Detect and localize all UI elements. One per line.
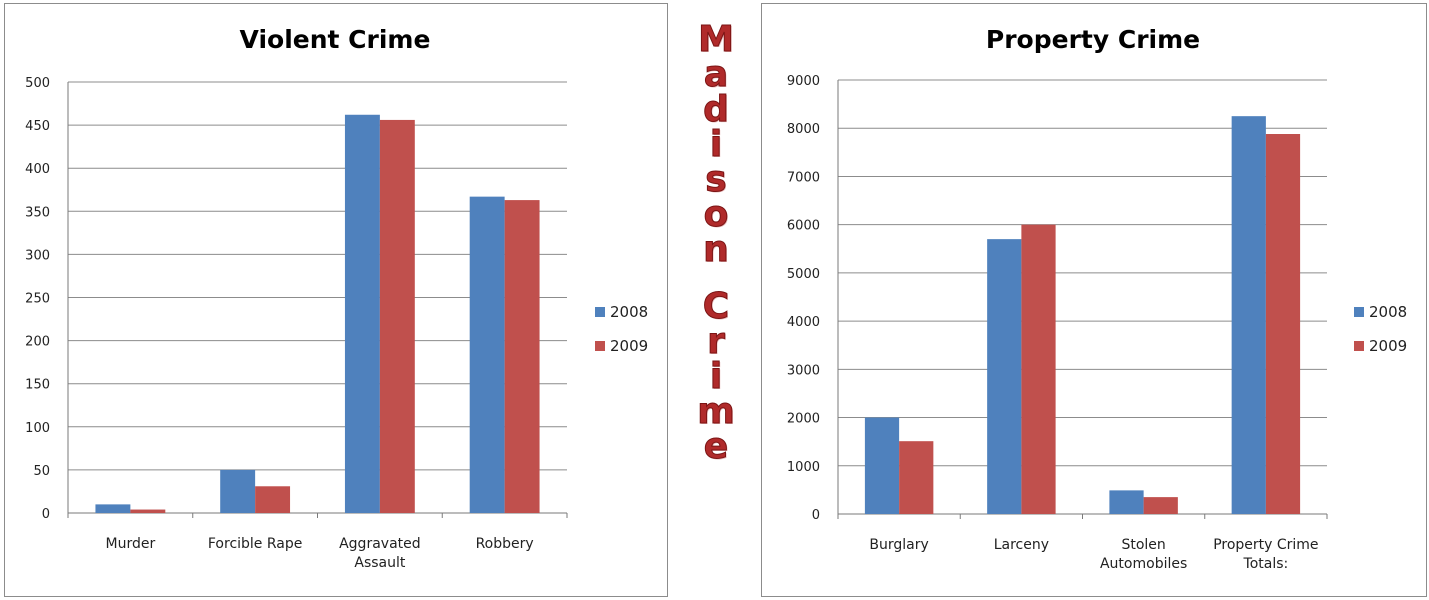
y-tick-label: 2000 [787, 412, 820, 427]
y-tick-label: 450 [25, 119, 50, 134]
y-tick-label: 200 [25, 335, 50, 350]
bar-2008 [469, 196, 505, 513]
legend-swatch-2008 [595, 307, 605, 317]
y-tick-label: 400 [25, 162, 50, 177]
x-category-label: Totals: [1243, 556, 1289, 572]
legend-label-2009: 2009 [1369, 337, 1407, 355]
bar-2009 [1265, 134, 1301, 514]
legend-label-2008: 2008 [1369, 303, 1407, 321]
title-letter: e [703, 426, 729, 467]
x-category-label: Stolen [1121, 537, 1165, 553]
property-crime-chart-panel: Property Crime 0 1000 2000 3000 4000 5000 6000 7… [761, 3, 1427, 597]
y-tick-label: 300 [25, 248, 50, 263]
title-letter: d [703, 89, 730, 130]
bar-2009 [255, 486, 291, 513]
bar-2008 [95, 504, 131, 513]
title-letter: s [705, 159, 727, 200]
title-letter: C [702, 286, 730, 327]
bar-2009 [1143, 497, 1178, 514]
title-letter: i [709, 356, 723, 397]
x-category-label: Assault [354, 555, 406, 571]
y-tick-label: 150 [25, 378, 50, 393]
title-letter: r [707, 321, 726, 362]
violent-crime-chart: Violent Crime 0 50 100 150 200 250 300 350 400 450… [25, 25, 648, 571]
legend-swatch-2009 [595, 341, 605, 351]
bar-2008 [987, 239, 1022, 514]
legend-label-2008: 2008 [610, 303, 648, 321]
y-tick-label: 500 [25, 76, 50, 91]
title-letter: o [703, 194, 729, 235]
bar-2008 [1109, 490, 1144, 514]
title-letter: M [698, 19, 735, 60]
x-category-label: Aggravated [339, 536, 421, 552]
y-tick-label: 0 [812, 508, 820, 523]
title-letter: n [703, 229, 730, 270]
title-letter: i [709, 124, 723, 165]
y-tick-label: 0 [42, 507, 50, 522]
x-category-label: Robbery [476, 536, 534, 552]
bar-2008 [220, 469, 256, 513]
bar-2009 [504, 200, 540, 513]
y-tick-label: 3000 [787, 363, 820, 378]
bar-2008 [864, 417, 900, 514]
y-tick-label: 350 [25, 205, 50, 220]
chart-title: Violent Crime [240, 25, 431, 54]
x-category-label: Larceny [994, 537, 1049, 553]
legend-label-2009: 2009 [610, 337, 648, 355]
y-tick-label: 9000 [787, 74, 820, 89]
bar-2008 [344, 114, 380, 514]
y-tick-label: 50 [33, 464, 50, 479]
bar-2008 [1231, 116, 1266, 515]
x-category-label: Automobiles [1100, 556, 1187, 572]
bar-2009 [1021, 224, 1056, 514]
title-letter: a [703, 54, 729, 95]
bar-2009 [379, 119, 415, 513]
y-tick-label: 8000 [787, 122, 820, 137]
y-tick-label: 6000 [787, 219, 820, 234]
violent-crime-chart-panel: Violent Crime 0 50 100 150 200 250 300 350 400 450… [4, 3, 668, 597]
y-tick-label: 250 [25, 292, 50, 307]
title-letter: m [697, 391, 736, 432]
chart-title: Property Crime [986, 25, 1200, 54]
x-category-label: Murder [106, 536, 156, 552]
x-category-label: Property Crime [1213, 537, 1318, 553]
x-category-label: Forcible Rape [208, 536, 303, 552]
legend-swatch-2009 [1354, 341, 1364, 351]
x-category-label: Burglary [869, 537, 928, 553]
legend-swatch-2008 [1354, 307, 1364, 317]
y-tick-label: 4000 [787, 315, 820, 330]
y-tick-label: 7000 [787, 170, 820, 185]
property-crime-chart: Property Crime 0 1000 2000 3000 4000 5000 6000 7… [787, 25, 1407, 572]
y-tick-label: 100 [25, 421, 50, 436]
y-tick-label: 1000 [787, 460, 820, 475]
y-tick-label: 5000 [787, 267, 820, 282]
bar-2009 [130, 509, 166, 513]
bar-2009 [899, 441, 934, 514]
